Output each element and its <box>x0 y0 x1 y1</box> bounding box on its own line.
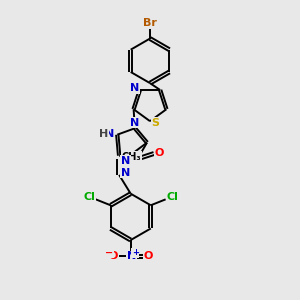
Text: O: O <box>143 251 153 261</box>
Text: N: N <box>121 168 130 178</box>
Text: N: N <box>127 251 136 261</box>
Text: H: H <box>99 129 108 139</box>
Text: N: N <box>121 156 130 166</box>
Text: O: O <box>154 148 164 158</box>
Text: −: − <box>105 248 113 258</box>
Text: O: O <box>109 251 118 261</box>
Text: CH₃: CH₃ <box>122 152 141 162</box>
Text: +: + <box>132 248 139 257</box>
Text: N: N <box>130 118 140 128</box>
Text: Br: Br <box>143 18 157 28</box>
Text: N: N <box>130 83 139 94</box>
Text: N: N <box>105 129 115 139</box>
Text: S: S <box>151 118 159 128</box>
Text: Cl: Cl <box>166 192 178 202</box>
Text: Cl: Cl <box>83 192 95 202</box>
